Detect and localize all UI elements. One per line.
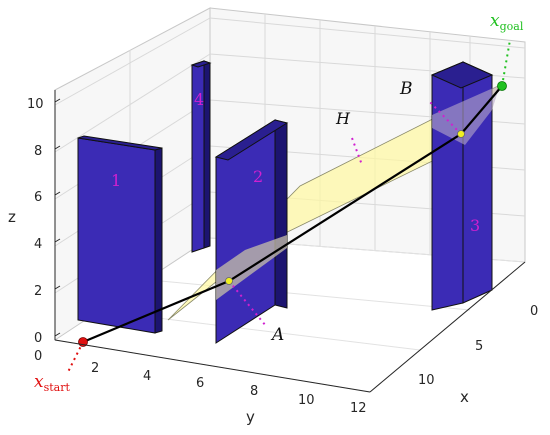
y-tick-4: 4 xyxy=(143,369,151,384)
obstacle-1 xyxy=(77,135,163,334)
x-axis-label: x xyxy=(460,388,469,406)
hyperplane-on-obstacle-3 xyxy=(432,85,500,145)
z-tick-2: 2 xyxy=(34,284,42,299)
z-tick-marks xyxy=(54,98,61,337)
hyperplane-label: H xyxy=(335,109,351,128)
z-tick-0: 0 xyxy=(34,331,42,346)
y-tick-12: 12 xyxy=(350,401,367,416)
obstacle-2-label: 2 xyxy=(253,167,263,186)
obstacle-4-label: 4 xyxy=(194,90,204,109)
y-tick-8: 8 xyxy=(250,384,258,399)
y-tick-2: 2 xyxy=(91,361,99,376)
z-tick-4: 4 xyxy=(34,237,42,252)
y-axis-label: y xyxy=(246,408,255,426)
x-tick-5: 5 xyxy=(475,339,483,354)
y-tick-6: 6 xyxy=(196,376,204,391)
z-tick-6: 6 xyxy=(34,190,42,205)
point-a-label: A xyxy=(270,325,284,345)
obstacle-4 xyxy=(190,60,212,253)
point-b-label: B xyxy=(399,79,413,99)
goal-leader xyxy=(501,39,511,87)
z-tick-10: 10 xyxy=(27,97,44,112)
z-tick-8: 8 xyxy=(34,144,42,159)
trajectory-path xyxy=(82,85,503,344)
obstacle-3-label: 3 xyxy=(470,216,480,235)
start-leader xyxy=(67,341,84,373)
b-leader xyxy=(427,99,462,135)
x-tick-0: 0 xyxy=(530,304,538,319)
obstacle-1-label: 1 xyxy=(111,171,121,190)
waypoint-b xyxy=(457,130,465,138)
a-leader xyxy=(228,280,267,327)
goal-point xyxy=(497,81,507,91)
y-tick-0: 0 xyxy=(34,349,42,364)
waypoint-a xyxy=(225,277,233,285)
y-tick-10: 10 xyxy=(298,393,315,408)
axis-lines xyxy=(54,90,526,393)
z-axis-label: z xyxy=(8,208,16,226)
goal-label: xgoal xyxy=(490,11,524,33)
start-label: xstart xyxy=(34,372,70,394)
x-tick-10: 10 xyxy=(418,373,435,388)
